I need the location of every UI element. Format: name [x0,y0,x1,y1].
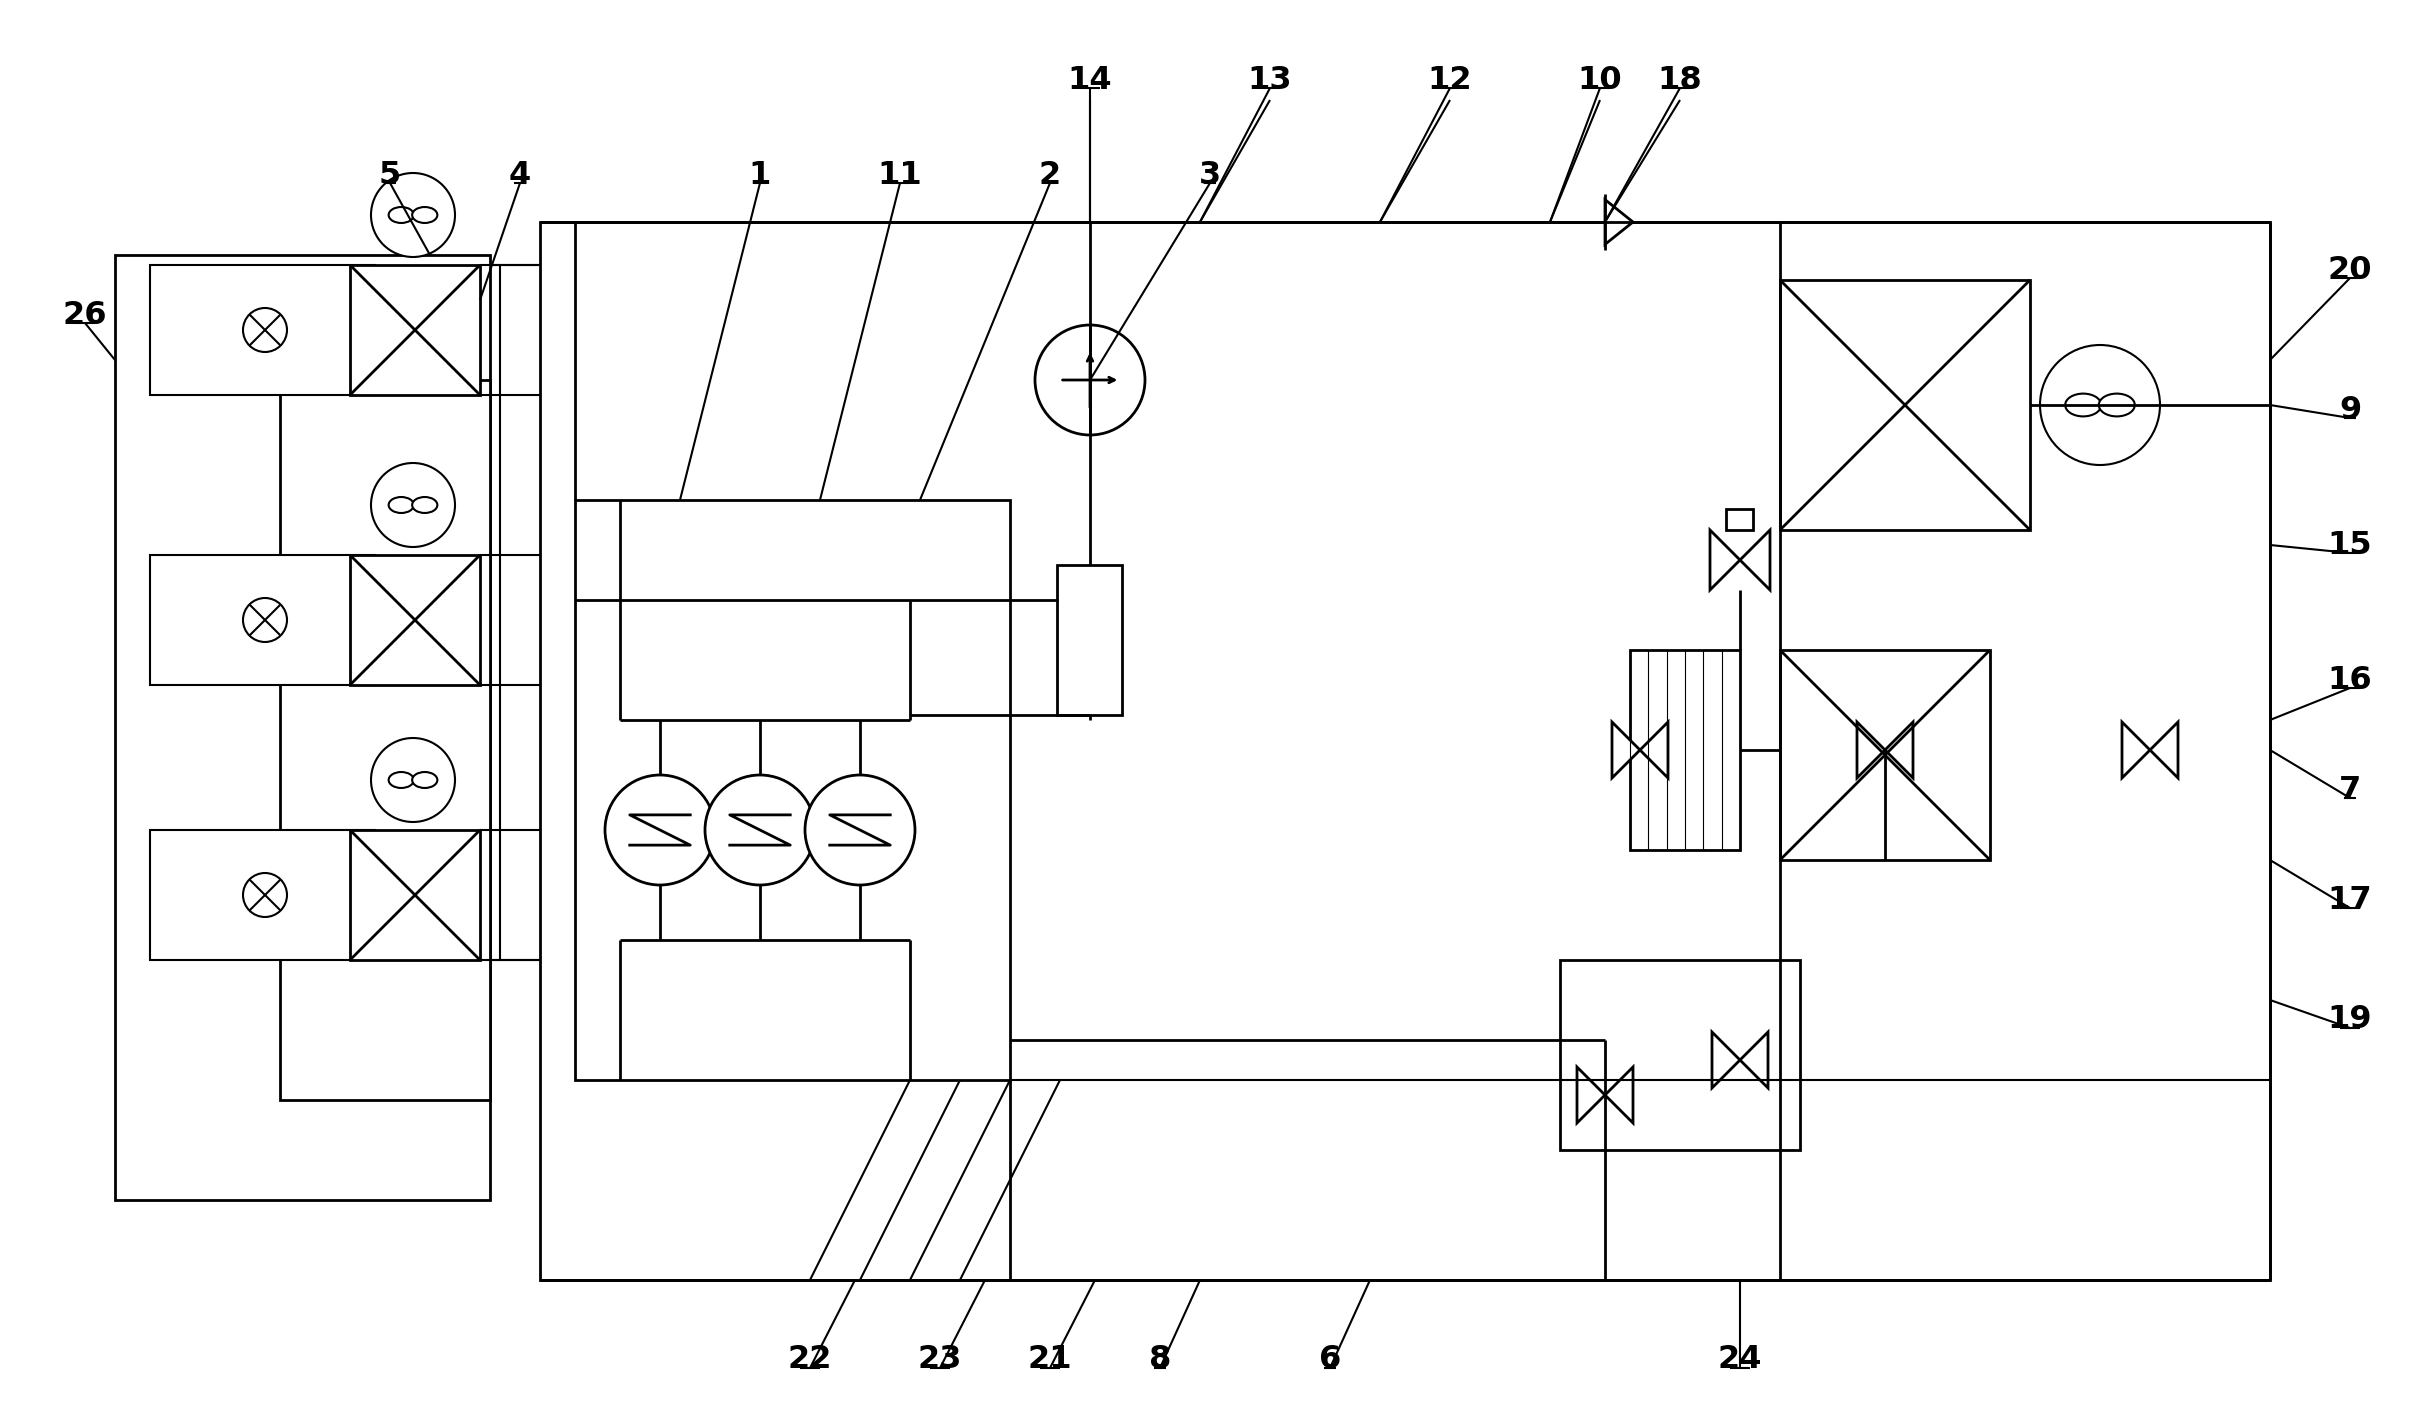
Bar [575,500,1010,1080]
Text: 18: 18 [1657,64,1703,96]
Text: 2: 2 [1039,160,1061,190]
Text: 19: 19 [2327,1004,2373,1035]
Ellipse shape [2066,394,2102,417]
Text: 7: 7 [2339,774,2360,805]
Polygon shape [1740,530,1771,590]
Circle shape [805,775,916,885]
Polygon shape [1640,723,1667,778]
Circle shape [1034,326,1145,436]
Text: 10: 10 [1578,64,1621,96]
Polygon shape [1884,723,1913,778]
Text: 8: 8 [1150,1345,1172,1375]
Polygon shape [1604,200,1633,244]
Ellipse shape [389,773,413,788]
Circle shape [372,738,454,823]
Polygon shape [1578,1067,1604,1122]
Bar [541,221,2271,1279]
Polygon shape [1858,723,1884,778]
Circle shape [2039,346,2160,466]
Bar [1561,960,1800,1150]
Ellipse shape [389,207,413,223]
Polygon shape [1711,530,1740,590]
Circle shape [705,775,814,885]
Bar [1781,650,1991,860]
Circle shape [244,598,288,643]
Bar [280,380,490,1100]
Polygon shape [1611,723,1640,778]
Bar [1631,650,1740,850]
Circle shape [372,173,454,257]
Text: 16: 16 [2327,664,2373,695]
Circle shape [604,775,715,885]
Text: 4: 4 [510,160,532,190]
Text: 9: 9 [2339,394,2360,426]
Text: 23: 23 [918,1345,962,1375]
Bar [150,555,374,685]
Ellipse shape [413,207,437,223]
Circle shape [244,308,288,351]
Text: 6: 6 [1319,1345,1341,1375]
Text: 22: 22 [788,1345,831,1375]
Bar [150,266,374,396]
Text: 12: 12 [1428,64,1471,96]
Bar [116,256,490,1200]
Ellipse shape [413,773,437,788]
Text: 20: 20 [2327,254,2373,286]
Bar [350,266,481,396]
Text: 15: 15 [2327,530,2373,561]
Bar [350,830,481,960]
Ellipse shape [389,497,413,513]
Polygon shape [2150,723,2177,778]
Bar [1058,565,1123,715]
Text: 14: 14 [1068,64,1111,96]
Circle shape [372,463,454,547]
Text: 11: 11 [877,160,923,190]
Text: 13: 13 [1247,64,1293,96]
Text: 3: 3 [1198,160,1220,190]
Polygon shape [1740,1032,1769,1088]
Bar [1781,280,2029,530]
Text: 26: 26 [63,300,106,330]
Text: 1: 1 [749,160,771,190]
Ellipse shape [413,497,437,513]
Polygon shape [1604,1067,1633,1122]
Bar [350,555,481,685]
Polygon shape [1713,1032,1740,1088]
Bar [1727,508,1754,530]
Bar [150,830,374,960]
Text: 21: 21 [1027,1345,1073,1375]
Circle shape [244,873,288,917]
Text: 24: 24 [1718,1345,1761,1375]
Text: 5: 5 [379,160,401,190]
Text: 17: 17 [2327,884,2373,915]
Polygon shape [2121,723,2150,778]
Ellipse shape [2100,394,2136,417]
